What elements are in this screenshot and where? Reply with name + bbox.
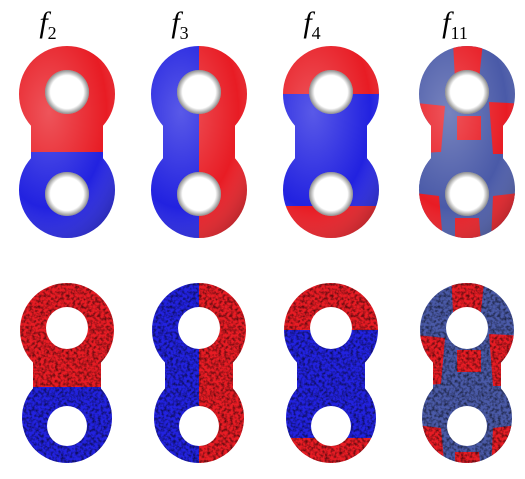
smooth-torus-f11 — [419, 46, 515, 238]
column-label-f3: f3 — [171, 6, 189, 43]
noisy-torus-f2 — [20, 283, 114, 463]
noisy-torus-f11 — [420, 283, 514, 463]
column-label-f11: f11 — [442, 6, 468, 43]
smooth-torus-f4 — [283, 46, 379, 238]
noisy-torus-f3 — [152, 283, 246, 463]
column-label-f4: f4 — [303, 6, 321, 43]
smooth-torus-f3 — [151, 46, 247, 238]
noisy-torus-f4 — [284, 283, 378, 463]
smooth-torus-f2 — [19, 46, 115, 238]
column-label-f2: f2 — [39, 6, 57, 43]
